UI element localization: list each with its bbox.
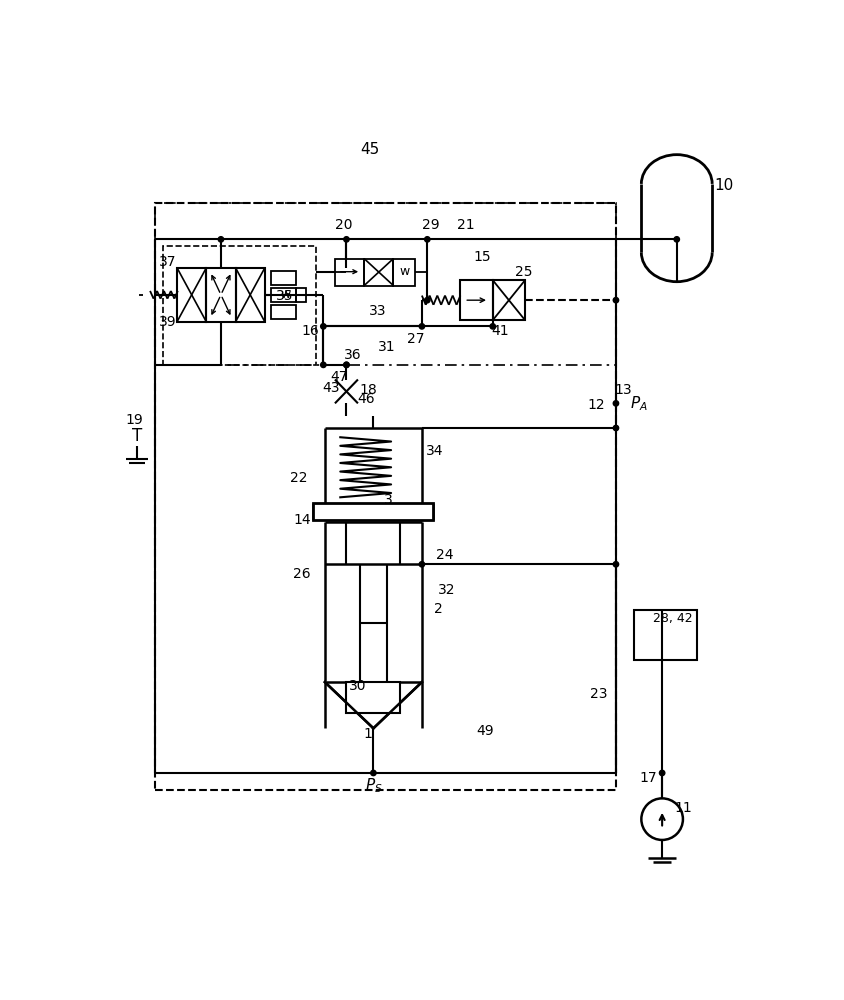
Text: T: T bbox=[132, 427, 142, 445]
Polygon shape bbox=[324, 682, 421, 728]
Circle shape bbox=[320, 324, 326, 329]
Bar bbox=[155, 203, 615, 365]
Circle shape bbox=[218, 237, 224, 242]
Text: 18: 18 bbox=[359, 382, 376, 396]
Text: 49: 49 bbox=[476, 724, 493, 738]
Circle shape bbox=[424, 297, 430, 303]
Circle shape bbox=[613, 401, 618, 406]
Circle shape bbox=[674, 237, 679, 242]
Text: 29: 29 bbox=[422, 218, 440, 232]
Text: 16: 16 bbox=[301, 324, 319, 338]
Bar bbox=[271, 271, 295, 285]
Bar bbox=[364, 259, 393, 286]
Circle shape bbox=[344, 362, 349, 368]
Text: 47: 47 bbox=[330, 370, 347, 384]
Circle shape bbox=[344, 362, 349, 368]
Bar bbox=[633, 610, 696, 660]
Text: 45: 45 bbox=[360, 142, 379, 157]
Text: 13: 13 bbox=[614, 382, 631, 396]
Text: 41: 41 bbox=[491, 324, 509, 338]
Text: 15: 15 bbox=[473, 250, 491, 264]
Bar bbox=[346, 682, 400, 713]
Text: 31: 31 bbox=[377, 340, 395, 354]
Text: 34: 34 bbox=[425, 444, 443, 458]
Text: $P_S$: $P_S$ bbox=[364, 777, 381, 795]
Bar bbox=[155, 203, 615, 790]
Circle shape bbox=[613, 425, 618, 431]
Bar bbox=[271, 305, 295, 319]
Bar bbox=[177, 268, 206, 322]
Text: 30: 30 bbox=[348, 679, 365, 693]
Text: 35: 35 bbox=[276, 289, 293, 303]
Text: 24: 24 bbox=[436, 548, 453, 562]
Text: w: w bbox=[398, 265, 408, 278]
Text: 28, 42: 28, 42 bbox=[652, 612, 692, 625]
Circle shape bbox=[613, 562, 618, 567]
Text: 21: 21 bbox=[457, 218, 474, 232]
Bar bbox=[460, 280, 492, 320]
Bar bbox=[492, 280, 524, 320]
Bar bbox=[206, 268, 235, 322]
Circle shape bbox=[419, 562, 424, 567]
Text: 32: 32 bbox=[437, 583, 455, 597]
Text: 37: 37 bbox=[159, 255, 176, 269]
Circle shape bbox=[613, 297, 618, 303]
Circle shape bbox=[344, 237, 349, 242]
Text: 17: 17 bbox=[639, 771, 657, 785]
Text: 39: 39 bbox=[159, 315, 176, 329]
Text: w: w bbox=[280, 288, 290, 301]
Circle shape bbox=[490, 324, 495, 329]
Text: 14: 14 bbox=[293, 513, 311, 527]
Text: $P_A$: $P_A$ bbox=[629, 394, 647, 413]
Text: 12: 12 bbox=[587, 398, 604, 412]
Text: 26: 26 bbox=[293, 567, 311, 581]
Text: 19: 19 bbox=[125, 413, 143, 427]
Text: 11: 11 bbox=[674, 801, 692, 815]
Text: 27: 27 bbox=[407, 332, 424, 346]
Text: 46: 46 bbox=[356, 392, 374, 406]
Bar bbox=[393, 259, 414, 286]
Text: 36: 36 bbox=[344, 348, 361, 362]
Text: 25: 25 bbox=[514, 265, 532, 279]
Bar bbox=[235, 268, 264, 322]
Text: 22: 22 bbox=[289, 471, 307, 485]
Bar bbox=[295, 288, 306, 302]
Text: 23: 23 bbox=[590, 687, 607, 701]
Circle shape bbox=[424, 237, 430, 242]
Text: 1: 1 bbox=[363, 727, 372, 741]
Bar bbox=[163, 246, 316, 365]
Circle shape bbox=[658, 770, 664, 776]
Circle shape bbox=[320, 362, 326, 368]
Text: 2: 2 bbox=[434, 602, 443, 616]
Text: 43: 43 bbox=[322, 381, 339, 395]
Bar bbox=[313, 503, 433, 520]
Bar bbox=[271, 288, 295, 302]
Text: 3: 3 bbox=[384, 493, 392, 507]
Text: 33: 33 bbox=[368, 304, 386, 318]
Circle shape bbox=[419, 324, 424, 329]
Circle shape bbox=[371, 770, 376, 776]
Text: 10: 10 bbox=[713, 178, 733, 193]
Bar bbox=[334, 259, 364, 286]
Text: 20: 20 bbox=[334, 218, 352, 232]
